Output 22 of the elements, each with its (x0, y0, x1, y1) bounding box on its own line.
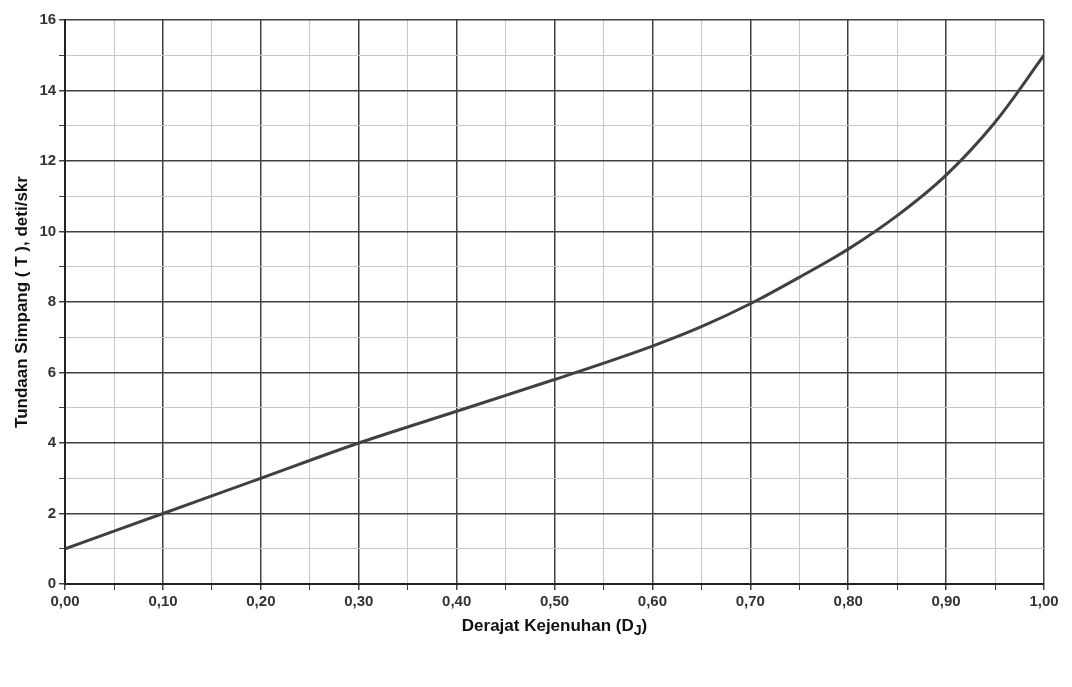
x-tick-label: 0,40 (442, 592, 472, 610)
x-tick-label: 0,20 (246, 592, 276, 610)
y-tick-label: 10 (39, 221, 57, 239)
x-axis-title: Derajat Kejenuhan (D$_{J}$) (461, 616, 648, 639)
y-tick-label: 2 (47, 503, 57, 521)
y-tick-label: 8 (47, 292, 57, 310)
x-tick-label: 0,10 (148, 592, 178, 610)
x-tick-label: 0,70 (735, 592, 765, 610)
y-tick-label: 4 (47, 433, 57, 451)
y-tick-label: 0 (47, 574, 57, 592)
x-tick-label: 0,30 (344, 592, 374, 610)
x-tick-label: 0,00 (50, 592, 80, 610)
x-tick-label: 0,60 (637, 592, 668, 610)
y-tick-label: 12 (39, 151, 57, 169)
y-axis-title: Tundaan Simpang ( T ), deti/skr (11, 175, 31, 428)
y-tick-label: 14 (39, 80, 57, 98)
x-tick-label: 1,00 (1029, 592, 1059, 610)
x-tick-label: 0,90 (931, 592, 961, 610)
y-tick-label: 6 (47, 362, 57, 380)
x-tick-label: 0,50 (539, 592, 570, 610)
x-tick-label: 0,80 (833, 592, 863, 610)
y-tick-label: 16 (39, 10, 57, 28)
